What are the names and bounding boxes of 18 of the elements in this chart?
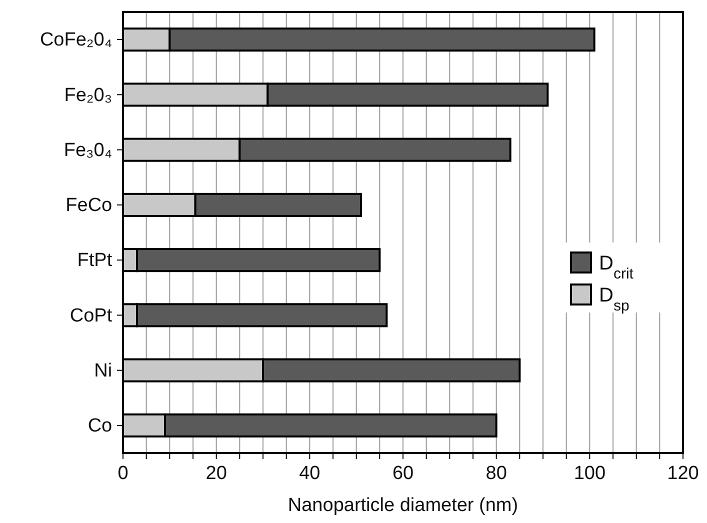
legend-label: D$_{crit}$	[599, 252, 634, 282]
y-tick-label: CoFe₂0₄	[40, 30, 112, 51]
x-tick-label: 40	[299, 463, 320, 484]
y-tick-label: Ni	[94, 360, 112, 382]
x-tick-label: 80	[486, 463, 507, 484]
y-tick-label: CoPt	[70, 305, 113, 326]
x-tick-label: 0	[118, 463, 128, 484]
y-tick-label: Fe₂0₃	[64, 84, 112, 106]
x-axis-title: Nanoparticle diameter (nm)	[288, 495, 518, 516]
y-tick-label: FtPt	[77, 250, 113, 272]
x-tick-label: 20	[206, 463, 227, 484]
y-tick-label: Fe₃0₄	[64, 140, 112, 161]
y-tick-label: Co	[88, 416, 112, 437]
legend-label: D$_{sp}$	[599, 284, 630, 314]
x-tick-label: 60	[392, 463, 414, 484]
x-tick-label: 100	[574, 463, 606, 484]
y-tick-label: FeCo	[66, 195, 112, 216]
x-tick-label: 120	[667, 463, 699, 484]
